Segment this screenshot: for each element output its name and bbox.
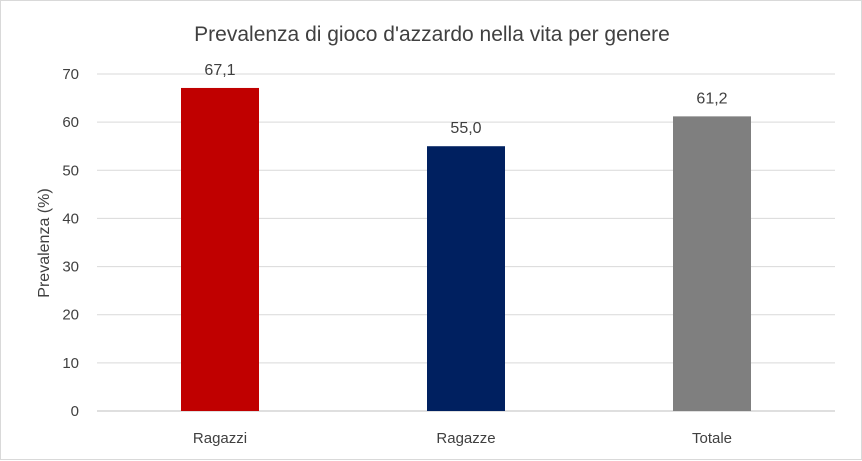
bar-ragazze (427, 146, 505, 411)
y-tick-label: 20 (62, 307, 79, 324)
category-label: Totale (692, 430, 732, 447)
category-labels: Ragazzi Ragazze Totale (193, 430, 732, 447)
bar-ragazzi (181, 87, 259, 411)
y-tick-label: 30 (62, 259, 79, 276)
y-tick-label: 70 (62, 66, 79, 83)
category-label: Ragazze (436, 430, 495, 447)
y-tick-label: 10 (62, 355, 79, 372)
y-tick-label: 0 (71, 403, 79, 420)
data-label: 55,0 (450, 120, 481, 137)
y-axis-ticks: 0 10 20 30 40 50 60 70 (62, 66, 79, 420)
chart-title: Prevalenza di gioco d'azzardo nella vita… (194, 23, 670, 46)
bar-totale (673, 116, 751, 411)
bars (181, 87, 751, 411)
data-label: 67,1 (204, 62, 235, 79)
y-tick-label: 40 (62, 210, 79, 227)
y-tick-label: 60 (62, 114, 79, 131)
data-label: 61,2 (696, 90, 727, 107)
data-labels: 67,1 55,0 61,2 (204, 62, 727, 137)
category-label: Ragazzi (193, 430, 247, 447)
y-axis-title: Prevalenza (%) (36, 188, 53, 297)
y-tick-label: 50 (62, 162, 79, 179)
